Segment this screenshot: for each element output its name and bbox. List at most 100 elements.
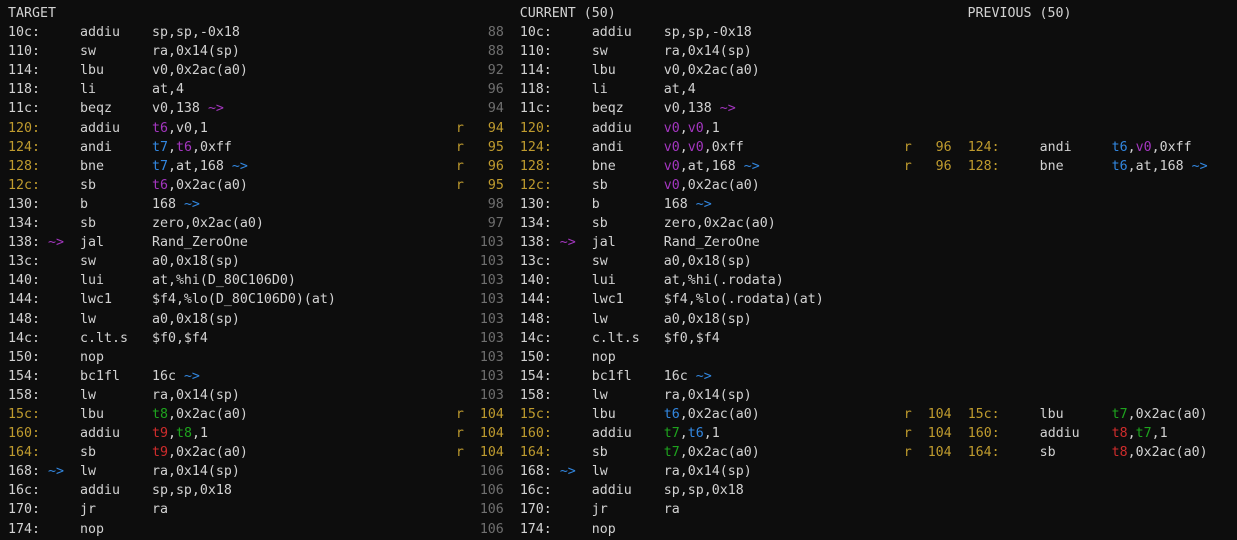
asm-row: 150: nop 103 150: nop — [0, 348, 1237, 367]
asm-row: 144: lwc1 $f4,%lo(D_80C106D0)(at) 103 14… — [0, 290, 1237, 309]
register-operand: t9 — [151, 426, 168, 442]
column-headers: TARGET CURRENT (50) PREVIOUS (50) — [0, 4, 1237, 23]
mnemonic: beqz — [591, 101, 664, 117]
asm-row: 160: addiu t9,t8,1 r 104 160: addiu t7,t… — [0, 424, 1237, 443]
line-number: 98 — [479, 196, 504, 212]
mnemonic: b — [591, 196, 664, 212]
address: 174: — [519, 521, 552, 537]
branch-target-marker: ~> — [47, 464, 64, 480]
register-operand: t6 — [1111, 139, 1128, 155]
address: 15c: — [8, 406, 40, 422]
asm-row: 120: addiu t6,v0,1 r 94 120: addiu v0,v0… — [0, 119, 1237, 138]
address: 11c: — [8, 101, 40, 117]
operand: ra,0x14(sp) — [151, 387, 240, 403]
register-operand: t7 — [1135, 426, 1152, 442]
address: 154: — [519, 368, 552, 384]
mnemonic: bc1fl — [79, 368, 152, 384]
mnemonic: nop — [591, 521, 664, 537]
branch-arrow: ~> — [695, 368, 712, 384]
line-number: 104 — [927, 445, 952, 461]
register-operand: v0 — [663, 158, 680, 174]
branch-arrow: ~> — [231, 158, 248, 174]
rename-marker: r — [455, 445, 464, 461]
rename-marker: r — [903, 406, 912, 422]
rename-marker: r — [455, 426, 464, 442]
address: 148: — [519, 311, 552, 327]
operand: ,0x2ac(a0) — [1127, 406, 1208, 422]
line-number: 94 — [479, 101, 504, 117]
operand: v0,0x2ac(a0) — [151, 63, 248, 79]
mnemonic: sb — [591, 177, 664, 193]
address: 124: — [967, 139, 1000, 155]
asm-row: 138: ~> jal Rand_ZeroOne 103 138: ~> jal… — [0, 233, 1237, 252]
operand: , — [679, 139, 688, 155]
operand: , — [1127, 426, 1136, 442]
operand: v0,138 — [663, 101, 720, 117]
address: 154: — [8, 368, 40, 384]
operand: ,1 — [191, 426, 208, 442]
rename-marker: r — [903, 139, 912, 155]
rename-marker: r — [455, 406, 464, 422]
address: 138: — [519, 235, 552, 251]
mnemonic: lbu — [1039, 406, 1112, 422]
operand: , — [679, 426, 688, 442]
mnemonic: c.lt.s — [591, 330, 664, 346]
line-number: 96 — [479, 158, 504, 174]
mnemonic: addiu — [591, 120, 664, 136]
asm-row: 118: li at,4 96 118: li at,4 — [0, 80, 1237, 99]
register-operand: v0 — [663, 177, 680, 193]
operand: , — [1127, 139, 1136, 155]
register-operand: t8 — [1111, 445, 1128, 461]
operand: ,at,168 — [1127, 158, 1192, 174]
asm-row: 16c: addiu sp,sp,0x18 106 16c: addiu sp,… — [0, 481, 1237, 500]
address: 14c: — [519, 330, 552, 346]
rename-marker: r — [903, 445, 912, 461]
mnemonic: lwc1 — [79, 292, 152, 308]
line-number: 103 — [479, 311, 504, 327]
operand: ,0x2ac(a0) — [167, 445, 248, 461]
column-header: PREVIOUS (50) — [967, 6, 1072, 21]
branch-arrow: ~> — [1191, 158, 1208, 174]
operand: ra,0x14(sp) — [151, 464, 240, 480]
mnemonic: jal — [79, 235, 152, 251]
line-number: 106 — [479, 464, 504, 480]
address: 120: — [519, 120, 552, 136]
address: 114: — [8, 63, 40, 79]
line-number: 103 — [479, 330, 504, 346]
branch-target-marker: ~> — [559, 235, 576, 251]
address: 138: — [8, 235, 40, 251]
address: 16c: — [519, 483, 552, 499]
register-operand: v0 — [687, 139, 704, 155]
register-operand: v0 — [663, 120, 680, 136]
operand: ,0xff — [191, 139, 232, 155]
register-operand: t6 — [151, 177, 168, 193]
line-number: 106 — [479, 483, 504, 499]
asm-row: 164: sb t9,0x2ac(a0) r 104 164: sb t7,0x… — [0, 443, 1237, 462]
line-number: 104 — [479, 445, 504, 461]
rename-marker: r — [455, 158, 464, 174]
mnemonic: lw — [79, 464, 152, 480]
register-operand: t7 — [151, 139, 168, 155]
mnemonic: bc1fl — [591, 368, 664, 384]
mnemonic: li — [79, 82, 152, 98]
mnemonic: bne — [591, 158, 664, 174]
mnemonic: addiu — [591, 25, 664, 41]
mnemonic: andi — [1039, 139, 1112, 155]
operand: Rand_ZeroOne — [151, 235, 248, 251]
branch-arrow: ~> — [719, 101, 736, 117]
operand: , — [167, 139, 176, 155]
mnemonic: lw — [79, 311, 152, 327]
mnemonic: beqz — [79, 101, 152, 117]
asm-row: 14c: c.lt.s $f0,$f4 103 14c: c.lt.s $f0,… — [0, 329, 1237, 348]
mnemonic: sw — [591, 44, 664, 60]
mnemonic: bne — [1039, 158, 1112, 174]
mnemonic: sw — [79, 44, 152, 60]
line-number: 103 — [479, 273, 504, 289]
branch-arrow: ~> — [183, 368, 200, 384]
branch-arrow: ~> — [695, 196, 712, 212]
address: 144: — [519, 292, 552, 308]
asm-row: 110: sw ra,0x14(sp) 88 110: sw ra,0x14(s… — [0, 42, 1237, 61]
address: 144: — [8, 292, 40, 308]
diff-grid: TARGET CURRENT (50) PREVIOUS (50) 10c: a… — [0, 4, 1237, 539]
asm-row: 158: lw ra,0x14(sp) 103 158: lw ra,0x14(… — [0, 386, 1237, 405]
